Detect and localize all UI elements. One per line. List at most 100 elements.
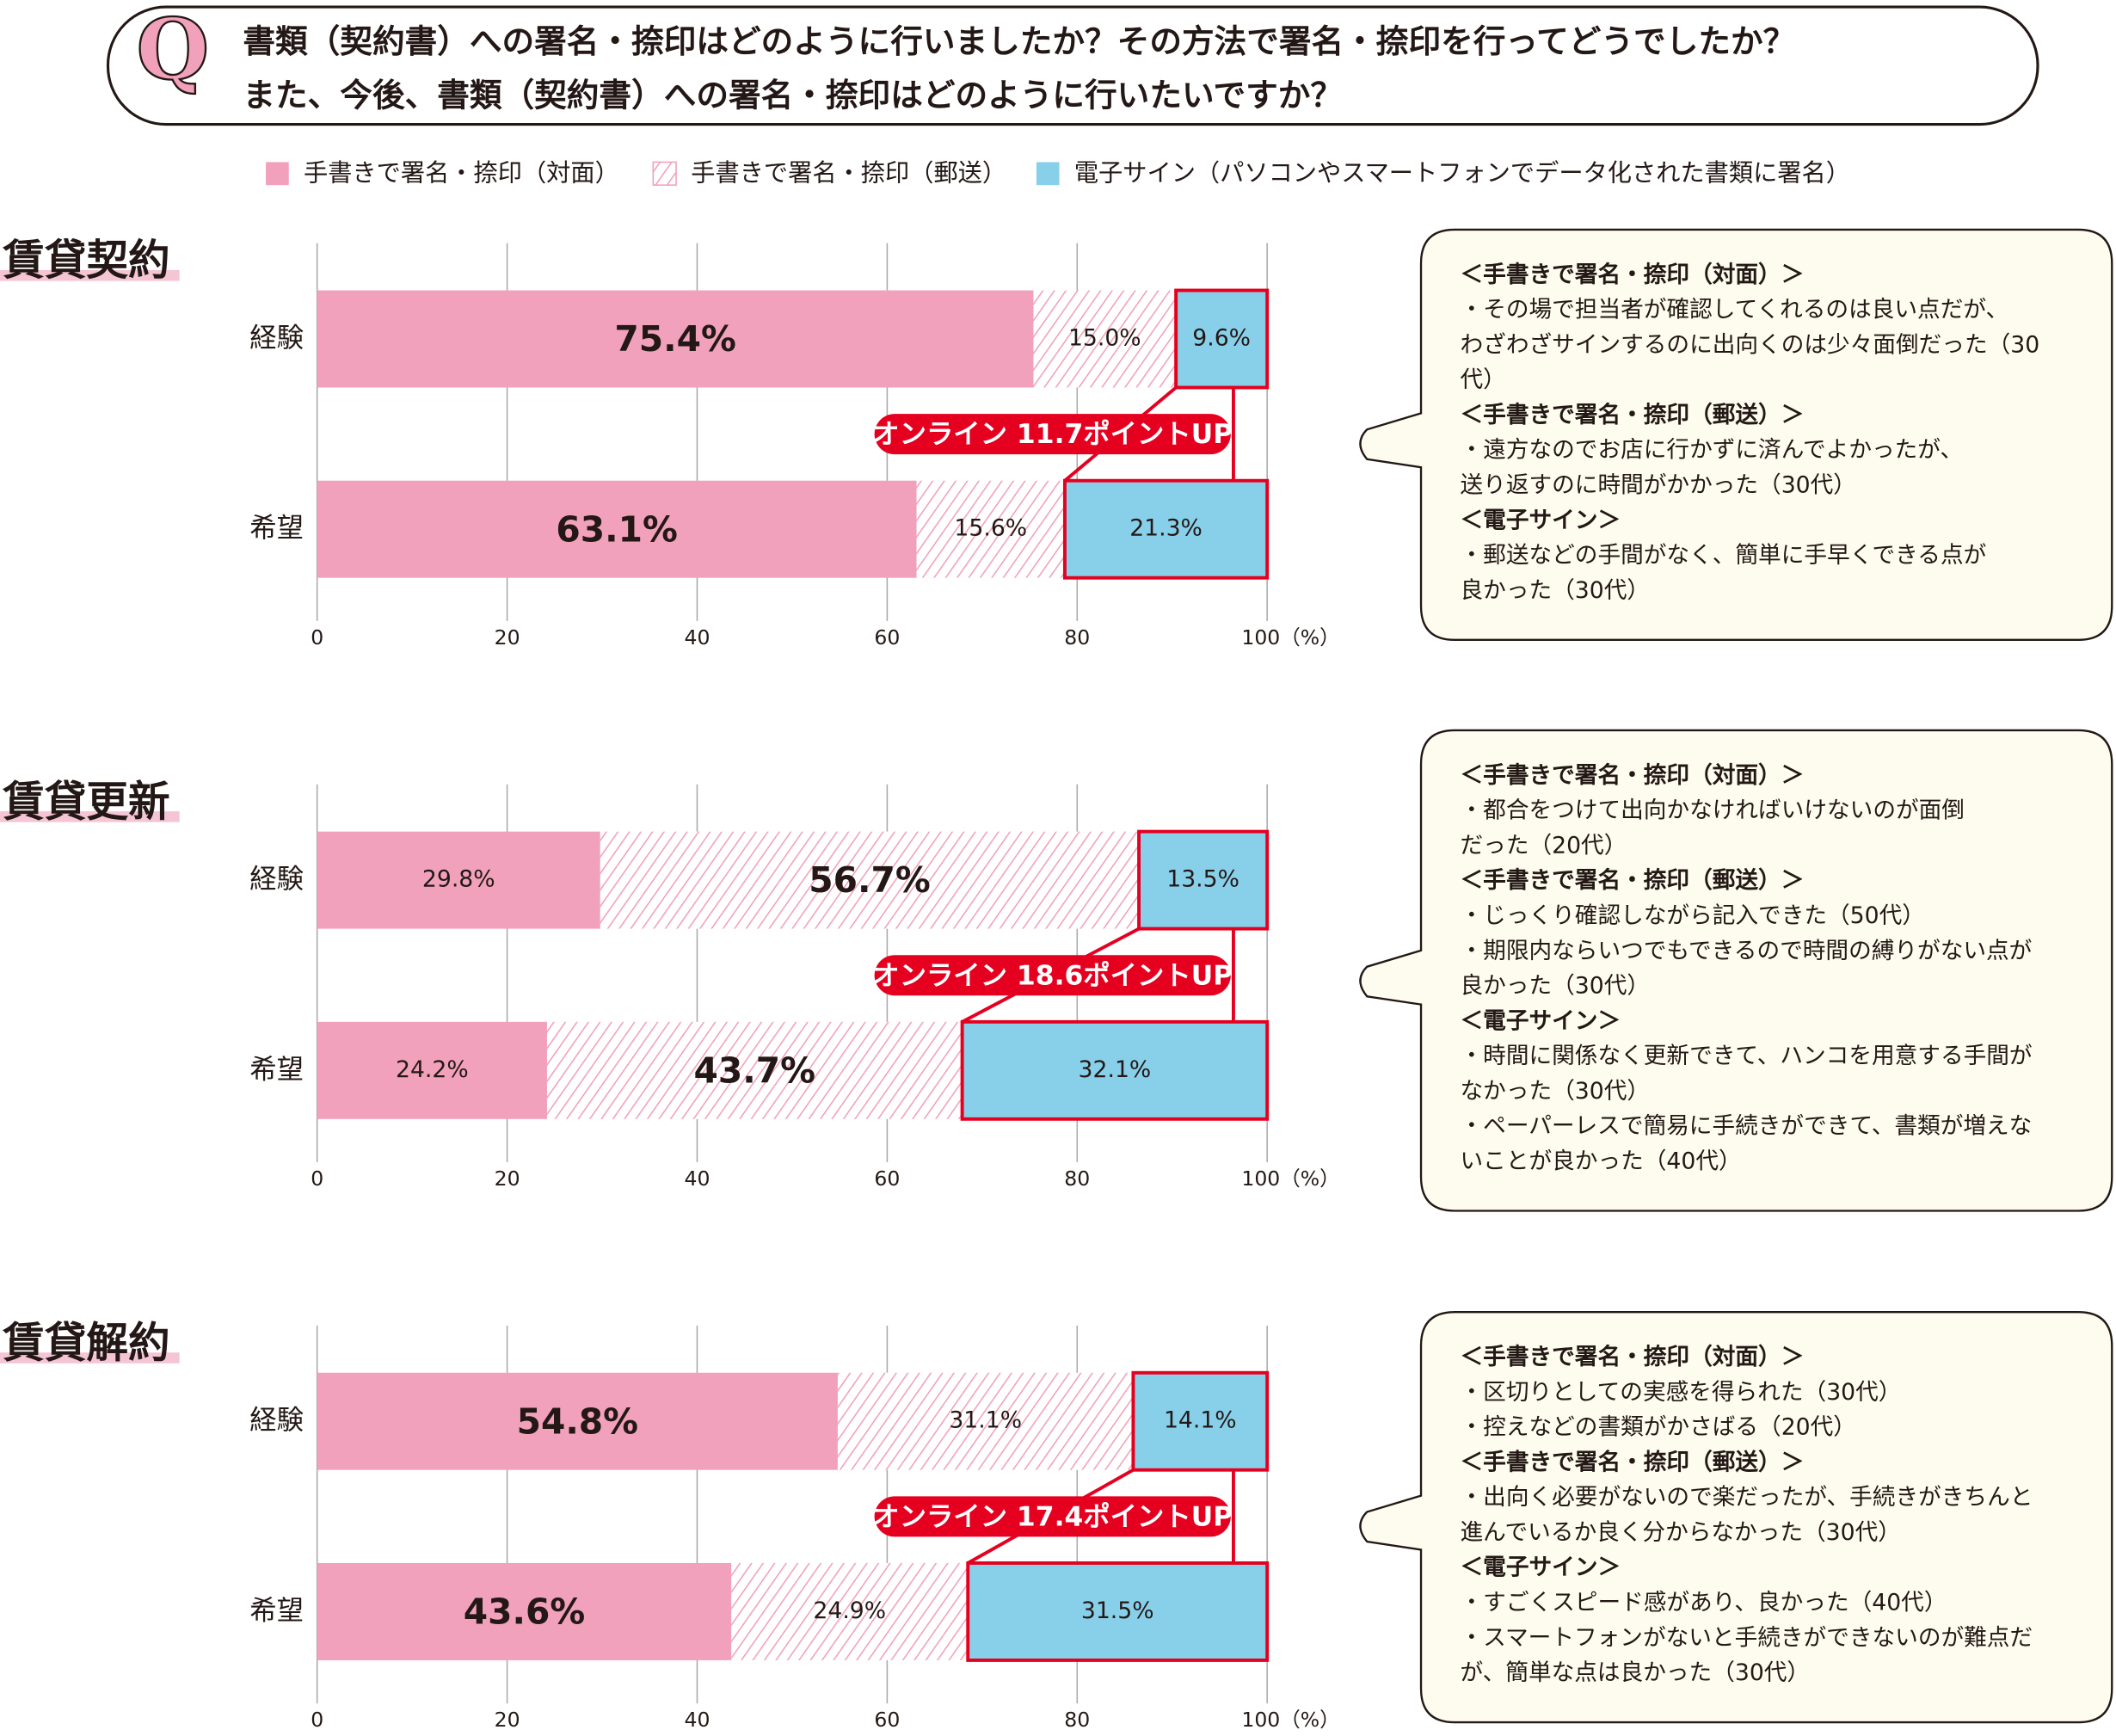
legend-label: 手書きで署名・捺印（対面） (304, 159, 619, 188)
q-icon: Q (136, 0, 209, 98)
bar-segment (1174, 288, 1270, 390)
bar-segment (731, 1562, 969, 1660)
title-underline (0, 269, 180, 281)
value-label: 63.1% (556, 508, 677, 550)
comment-line: ＜電子サイン＞ (1461, 1554, 1621, 1581)
x-tick-label: 60 (874, 1167, 900, 1191)
y-tick-label: 希望 (249, 513, 304, 544)
title-underline (0, 811, 180, 822)
value-label: 32.1% (1079, 1056, 1152, 1083)
value-label: 15.0% (1068, 325, 1141, 352)
annotation: オンライン 17.4ポイントUP (872, 1501, 1233, 1532)
x-tick-label: 0 (311, 1167, 323, 1191)
comment-line: なかった（30代） (1461, 1078, 1651, 1105)
bar-segment (317, 1562, 732, 1660)
bar-segment (960, 1019, 1270, 1121)
bar-segment (317, 1372, 838, 1470)
bar-segment (1131, 1370, 1270, 1472)
bar-segment (317, 1021, 547, 1119)
value-label: 43.7% (694, 1050, 815, 1091)
comment-line: ＜手書きで署名・捺印（対面）＞ (1461, 1344, 1805, 1370)
comment-line: ＜手書きで署名・捺印（郵送）＞ (1461, 867, 1805, 894)
comment-line: ・じっくり確認しながら記入できた（50代） (1461, 902, 1925, 929)
comment-line: ・控えなどの書類がかさばる（20代） (1461, 1414, 1856, 1441)
question-line: 書類（契約書）への署名・捺印はどのように行いましたか？その方法で署名・捺印を行っ… (243, 22, 1795, 60)
comment-line: ＜電子サイン＞ (1461, 507, 1621, 533)
comment-line: 良かった（30代） (1461, 577, 1651, 604)
bar-segment (1137, 829, 1270, 931)
bar-segment (916, 480, 1065, 578)
value-label: 29.8% (422, 866, 495, 893)
annotation-pill (874, 414, 1231, 455)
comment-line: ＜手書きで署名・捺印（対面）＞ (1461, 762, 1805, 789)
y-tick-label: 経験 (249, 1405, 304, 1436)
comment-line: ・その場で担当者が確認してくれるのは良い点だが、 (1461, 297, 2009, 323)
comment-line: ・遠方なのでお店に行かずに済んでよかったが、 (1461, 437, 1964, 464)
chart-title: 賃貸契約 (2, 237, 170, 285)
x-tick-label: 80 (1064, 1708, 1090, 1732)
bar-segment (317, 290, 1034, 388)
value-label: 31.1% (949, 1407, 1022, 1434)
value-label: 31.5% (1081, 1597, 1154, 1624)
bar-segment (317, 480, 917, 578)
x-tick-label: 40 (685, 625, 710, 649)
bar-segment (546, 1021, 963, 1119)
comment-line: ・郵送などの手間がなく、簡単に手早くできる点が (1461, 542, 1987, 569)
comment-line: だった（20代） (1461, 832, 1627, 859)
comment-line: ＜手書きで署名・捺印（郵送）＞ (1461, 1449, 1805, 1475)
value-label: 56.7% (809, 859, 930, 901)
x-tick-label: 60 (874, 625, 900, 649)
x-tick-label: 0 (311, 1708, 323, 1732)
comment-line: ・区切りとしての実感を得られた（30代） (1461, 1379, 1902, 1406)
x-tick-label: 80 (1064, 625, 1090, 649)
comment-line: 送り返すのに時間がかかった（30代） (1461, 472, 1856, 499)
comment-line: ・スマートフォンがないと手続きができないのが難点だ (1461, 1624, 2033, 1651)
bar-segment (600, 831, 1140, 929)
value-label: 24.9% (813, 1597, 886, 1624)
x-tick-label: 20 (495, 1708, 520, 1732)
legend-label: 手書きで署名・捺印（郵送） (691, 159, 1006, 188)
comment-line: ・期限内ならいつでもできるので時間の縛りがない点が (1461, 938, 2033, 964)
bar-segment (1062, 478, 1270, 580)
comment-line: わざわざサインするのに出向くのは少々面倒だった（30 (1461, 331, 2040, 358)
value-label: 14.1% (1164, 1407, 1237, 1434)
annotation-pill (874, 955, 1231, 996)
bar-segment (317, 831, 600, 929)
bar-segment (837, 1372, 1134, 1470)
question-box (106, 5, 2039, 126)
chart-title: 賃貸更新 (2, 778, 170, 826)
x-tick-label: 40 (685, 1708, 710, 1732)
x-tick-label: 0 (311, 625, 323, 649)
y-tick-label: 経験 (249, 323, 304, 354)
x-tick-label: 100（%） (1241, 1708, 1339, 1732)
title-underline (0, 1352, 180, 1364)
bar-segment (966, 1561, 1270, 1662)
x-tick-label: 80 (1064, 1167, 1090, 1191)
y-tick-label: 希望 (249, 1054, 304, 1085)
comment-bubble (1359, 228, 2113, 642)
comment-line: ＜手書きで署名・捺印（対面）＞ (1461, 262, 1805, 288)
x-tick-label: 20 (495, 625, 520, 649)
value-label: 15.6% (954, 515, 1027, 542)
legend-label: 電子サイン（パソコンやスマートフォンでデータ化された書類に署名） (1074, 159, 1850, 188)
x-tick-label: 100（%） (1241, 1167, 1339, 1191)
bar-segment (1033, 290, 1177, 388)
x-tick-label: 40 (685, 1167, 710, 1191)
comment-line: ・出向く必要がないので楽だったが、手続きがきちんと (1461, 1484, 2033, 1511)
comment-line: ・時間に関係なく更新できて、ハンコを用意する手間が (1461, 1043, 2033, 1069)
comment-line: ＜手書きで署名・捺印（郵送）＞ (1461, 402, 1805, 428)
x-tick-label: 20 (495, 1167, 520, 1191)
chart-title: 賃貸解約 (2, 1319, 170, 1367)
value-label: 43.6% (464, 1591, 585, 1633)
annotation: オンライン 18.6ポイントUP (872, 960, 1233, 991)
x-tick-label: 60 (874, 1708, 900, 1732)
comment-line: ＜電子サイン＞ (1461, 1007, 1621, 1034)
comment-line: が、簡単な点は良かった（30代） (1461, 1659, 1811, 1686)
value-label: 75.4% (614, 318, 735, 360)
annotation-pill (874, 1496, 1231, 1537)
y-tick-label: 希望 (249, 1595, 304, 1626)
comment-line: ・すごくスピード感があり、良かった（40代） (1461, 1590, 1947, 1616)
value-label: 24.2% (396, 1056, 469, 1083)
comment-line: 進んでいるか良く分からなかった（30代） (1461, 1519, 1901, 1546)
